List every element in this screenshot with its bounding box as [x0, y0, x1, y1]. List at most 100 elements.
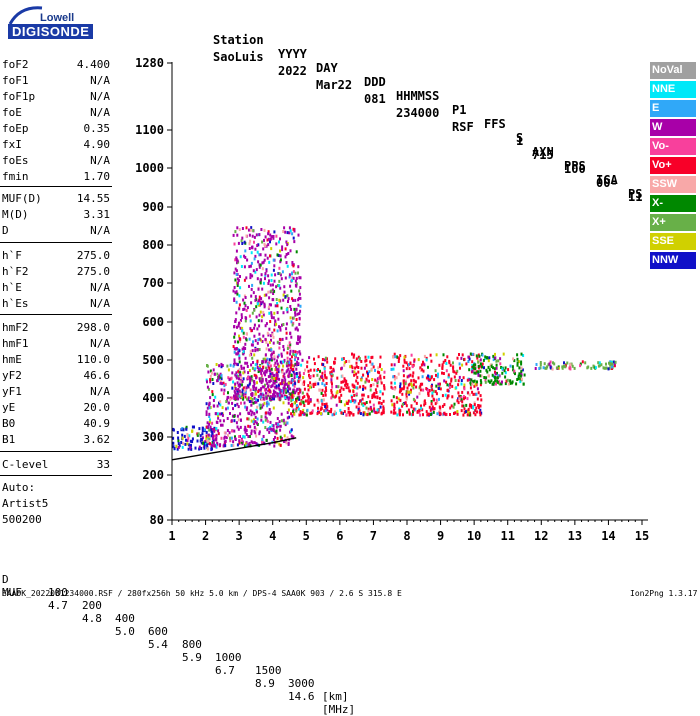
scatter-point	[231, 414, 234, 418]
scatter-point	[211, 430, 214, 434]
scatter-point	[516, 361, 519, 365]
scatter-point	[234, 437, 237, 441]
scatter-point	[272, 381, 275, 385]
scatter-point	[252, 385, 255, 389]
scatter-point	[516, 363, 519, 367]
scatter-point	[419, 413, 422, 417]
scatter-point	[279, 338, 282, 342]
scatter-point	[484, 378, 487, 382]
scatter-point	[272, 292, 275, 295]
scatter-point	[390, 385, 393, 389]
scatter-point	[278, 346, 281, 350]
scatter-point	[265, 379, 268, 383]
scatter-point	[338, 396, 341, 400]
scatter-point	[313, 403, 316, 407]
scatter-point	[248, 284, 250, 288]
scatter-point	[306, 360, 309, 364]
scatter-point	[324, 373, 326, 377]
scatter-point	[320, 399, 323, 403]
scatter-point	[459, 366, 461, 370]
scatter-point	[254, 389, 257, 393]
scatter-point	[369, 400, 372, 404]
scatter-point	[451, 395, 454, 399]
scatter-point	[268, 303, 271, 307]
scatter-point	[236, 425, 239, 429]
scatter-point	[486, 356, 489, 360]
scatter-point	[248, 242, 251, 246]
scatter-point	[235, 300, 238, 304]
scatter-point	[276, 329, 279, 333]
scatter-point	[266, 238, 269, 242]
scatter-point	[412, 371, 415, 375]
scatter-point	[382, 399, 385, 403]
scatter-point	[456, 369, 459, 373]
scatter-point	[516, 353, 519, 357]
scatter-point	[235, 395, 238, 399]
scatter-point	[482, 358, 485, 362]
scatter-point	[244, 388, 246, 392]
header-day-label: DAY	[316, 61, 338, 75]
scatter-point	[300, 363, 303, 367]
y-tick-label: 900	[142, 200, 164, 214]
scatter-point	[467, 391, 470, 395]
scatter-point	[290, 368, 293, 372]
scatter-point	[296, 404, 299, 407]
scatter-point	[316, 373, 319, 377]
scatter-point	[488, 368, 491, 372]
scatter-point	[308, 373, 310, 377]
scatter-point	[345, 413, 348, 417]
scatter-point	[239, 339, 241, 343]
scatter-point	[467, 411, 470, 415]
scatter-point	[241, 329, 244, 333]
scatter-point	[246, 361, 249, 365]
scatter-point	[280, 277, 283, 281]
scatter-point	[609, 360, 612, 364]
scatter-point	[257, 299, 260, 303]
scatter-point	[220, 436, 223, 440]
scatter-point	[472, 406, 475, 410]
scatter-point	[275, 366, 278, 369]
scatter-point	[351, 370, 354, 374]
scatter-point	[535, 363, 538, 366]
scatter-point	[507, 382, 510, 386]
scatter-point	[239, 326, 242, 330]
scatter-point	[456, 412, 459, 416]
scatter-point	[451, 384, 454, 388]
scatter-point	[218, 401, 220, 405]
scatter-point	[323, 383, 326, 387]
scatter-point	[292, 388, 295, 392]
scatter-point	[295, 363, 298, 367]
scatter-point	[180, 441, 183, 444]
scatter-point	[269, 420, 272, 424]
scatter-point	[262, 441, 265, 445]
scatter-point	[290, 412, 293, 416]
scatter-point	[307, 394, 309, 398]
scatter-point	[237, 278, 240, 282]
scatter-point	[252, 387, 255, 390]
scatter-point	[511, 365, 514, 369]
scatter-point	[268, 340, 271, 344]
param-row: foF2 4.400	[2, 57, 110, 72]
scatter-point	[258, 324, 261, 328]
scatter-point	[201, 426, 204, 430]
scatter-point	[477, 406, 480, 410]
scatter-point	[549, 360, 552, 364]
scatter-point	[205, 437, 208, 441]
scatter-point	[177, 436, 180, 440]
scatter-point	[298, 337, 301, 341]
scatter-point	[273, 279, 276, 283]
scatter-point	[289, 249, 292, 253]
scatter-point	[265, 293, 268, 297]
scatter-point	[487, 359, 490, 363]
scatter-point	[294, 358, 296, 362]
scatter-point	[298, 276, 301, 280]
scatter-point	[287, 381, 290, 385]
header-iga-label: IGA	[596, 173, 618, 187]
scatter-point	[261, 261, 264, 265]
scatter-point	[226, 417, 229, 420]
scatter-point	[368, 370, 371, 374]
scatter-point	[279, 328, 282, 332]
scatter-point	[370, 356, 373, 360]
scatter-point	[324, 393, 327, 397]
scatter-point	[378, 376, 380, 380]
